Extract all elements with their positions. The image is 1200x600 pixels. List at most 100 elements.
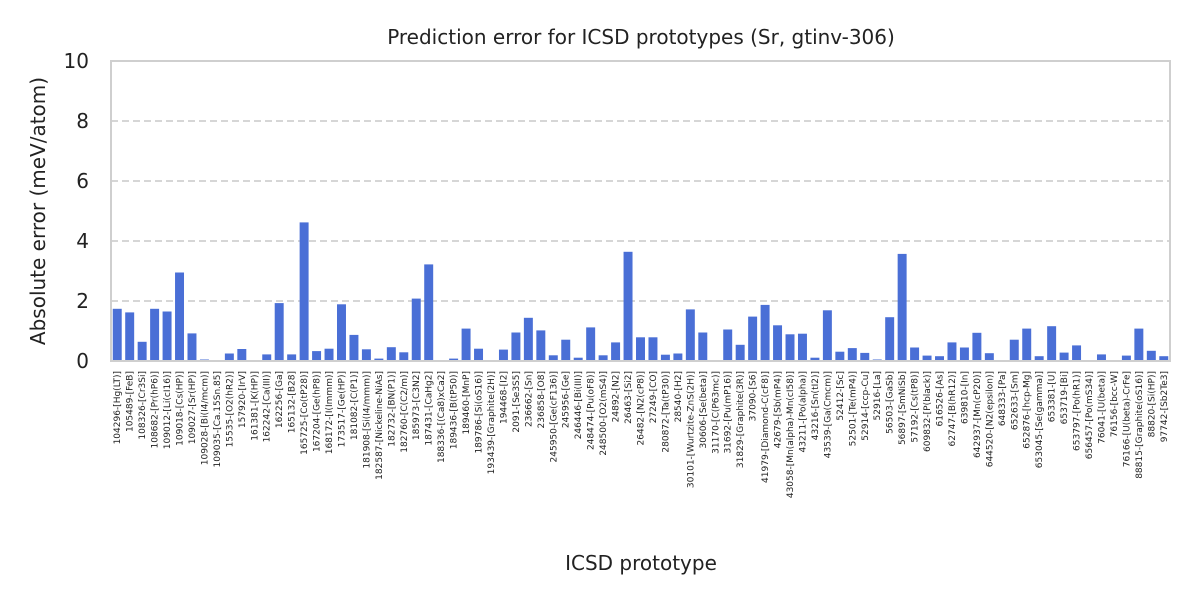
x-tick-label: 56503-[GaSb] xyxy=(886,371,896,434)
y-tick-labels: 0 2 4 6 8 10 xyxy=(64,49,89,373)
x-tick-label: 189460-[MnP] xyxy=(462,371,472,435)
x-tick-label: 24892-[N2] xyxy=(612,371,622,422)
bar xyxy=(984,353,994,361)
x-tick-label: 109012-[Li(cI16)] xyxy=(163,371,173,449)
bar xyxy=(1022,328,1032,361)
x-tick-label: 30101-[Wurtzite-ZnS(2H)] xyxy=(686,371,696,488)
x-tick-label: 30606-[Se(beta)] xyxy=(699,371,709,448)
bar xyxy=(299,222,309,361)
bar xyxy=(511,332,521,361)
bar xyxy=(698,332,708,361)
x-tick-label: 62747-[B(hR12)] xyxy=(948,371,958,447)
x-tick-label: 76041-[U(beta)] xyxy=(1097,371,1107,444)
y-tick-label: 8 xyxy=(76,109,89,133)
x-tick-label: 236858-[O8] xyxy=(537,371,547,428)
x-tick-label: 245950-[Ge(cF136)] xyxy=(549,371,559,462)
x-tick-label: 43211-[Po(alpha)] xyxy=(798,371,808,452)
x-tick-label: 652633-[Sm] xyxy=(1010,371,1020,430)
x-tick-label: 43058-[Mn(alpha)-Mn(cI58)] xyxy=(786,371,796,498)
x-tick-label: 189436-[B(tP50)] xyxy=(450,371,460,449)
bar xyxy=(498,349,508,361)
x-tick-label: 26463-[Si2] xyxy=(624,371,634,424)
x-tick-label: 37090-[S6] xyxy=(749,371,759,421)
x-tick-label: 236662-[Sn] xyxy=(524,371,534,427)
x-tick-label: 193439-[Graphite(2H)] xyxy=(487,371,497,474)
x-tick-label: 609832-[P(black)] xyxy=(923,371,933,452)
bar xyxy=(1146,350,1156,361)
bar xyxy=(760,304,770,361)
x-tick-label: 653381-[U] xyxy=(1048,371,1058,422)
bar xyxy=(1059,352,1069,361)
bar xyxy=(187,333,197,361)
bar xyxy=(1096,354,1106,361)
bar xyxy=(1047,326,1057,361)
bar xyxy=(312,351,322,361)
y-tick-label: 0 xyxy=(76,349,89,373)
bar xyxy=(785,334,795,361)
x-tick-label: 109018-[Cs(HP)] xyxy=(176,371,186,446)
bar xyxy=(461,328,471,361)
plot-frame xyxy=(110,60,1171,362)
bar xyxy=(374,358,384,361)
bar xyxy=(835,351,845,361)
bar xyxy=(598,355,608,361)
bar xyxy=(137,341,147,361)
x-tick-label: 109035-[Ca.15Sn.85] xyxy=(213,371,223,467)
bar xyxy=(1121,355,1131,361)
bar xyxy=(735,344,745,361)
bar xyxy=(636,337,645,361)
x-tick-label: 168172-[I(Immm)] xyxy=(325,371,335,454)
bar xyxy=(935,356,944,361)
x-axis-label: ICSD prototype xyxy=(565,551,717,575)
chart-title: Prediction error for ICSD prototypes (Sr… xyxy=(387,25,895,49)
x-tick-label: 656457-[Po(mS34)] xyxy=(1085,371,1095,459)
bar xyxy=(561,339,571,361)
bar xyxy=(611,342,621,361)
y-axis-label: Absolute error (meV/atom) xyxy=(26,77,50,345)
bar xyxy=(523,317,533,361)
x-tick-label: 52914-[ccp-Cu] xyxy=(861,371,871,441)
x-tick-label: 2091-[Se3S5] xyxy=(512,371,522,433)
x-tick-label: 26482-[N2(cP8)] xyxy=(637,371,647,445)
bar xyxy=(1159,356,1169,361)
x-tick-label: 88815-[Graphite(oS16)] xyxy=(1135,371,1145,479)
x-tick-label: 76166-[U(beta)-CrFe] xyxy=(1122,371,1132,467)
bar xyxy=(623,251,633,361)
bar xyxy=(112,308,122,361)
bar xyxy=(1009,339,1019,361)
y-tick-label: 4 xyxy=(76,229,89,253)
x-tick-label: 639810-[In] xyxy=(960,371,970,424)
x-tick-label: 97742-[Sb2Te3] xyxy=(1160,371,1170,442)
grid-lines xyxy=(111,120,1170,302)
x-tick-label: 182760-[C(C2/m)] xyxy=(400,371,410,453)
bar xyxy=(324,348,334,361)
bar xyxy=(673,353,683,361)
x-tick-label: 181908-[Si(I4/mmm)] xyxy=(362,371,372,469)
x-tick-label: 42679-[Sb(mP4)] xyxy=(774,371,784,448)
bar xyxy=(723,329,733,361)
x-tick-label: 109028-[Bi(I4/mcm)] xyxy=(200,371,210,465)
x-tick-label: 653045-[Se(gamma)] xyxy=(1035,371,1045,468)
x-tick-label: 194468-[I2] xyxy=(499,371,509,424)
x-tick-label: 88820-[Si(HP)] xyxy=(1147,371,1157,437)
x-tick-label: 104296-[Hg(LT)] xyxy=(113,371,123,444)
x-tick-label: 161381-[K(HP)] xyxy=(250,371,260,441)
x-tick-label: 246446-[Bi(III)] xyxy=(574,371,584,439)
bars xyxy=(112,222,1169,361)
x-tick-label: 31170-[C(P63mc)] xyxy=(711,371,721,454)
x-tick-label: 165132-[B28] xyxy=(288,371,298,433)
bar xyxy=(773,325,783,361)
x-tick-label: 245956-[Ge] xyxy=(562,371,572,428)
bar xyxy=(125,312,135,361)
x-tick-label: 165725-[Co(tP28)] xyxy=(300,371,310,455)
x-tick-label: 652876-[hcp-Mg] xyxy=(1023,371,1033,449)
bar xyxy=(262,354,272,361)
bar xyxy=(386,347,396,361)
x-tick-label: 52916-[La] xyxy=(873,371,883,420)
bar xyxy=(586,327,596,361)
bar xyxy=(797,333,807,361)
x-tick-label: 182732-[BN(P1)] xyxy=(387,371,397,447)
bar xyxy=(573,357,583,361)
bar xyxy=(175,272,185,361)
bar xyxy=(237,349,247,361)
